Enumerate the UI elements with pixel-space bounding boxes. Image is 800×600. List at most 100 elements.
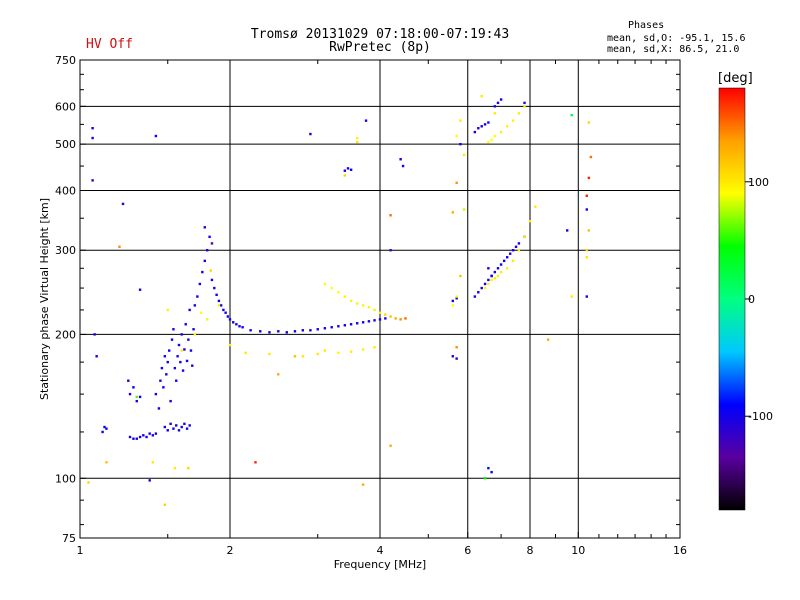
data-point-o-mode <box>226 315 230 318</box>
data-point-o-mode <box>490 470 493 474</box>
data-point-o-mode <box>473 295 477 298</box>
data-point-o-mode <box>154 134 158 138</box>
x-tick-label: 1 <box>77 544 84 557</box>
data-point-o-mode <box>132 437 135 440</box>
data-point-o-mode <box>399 158 402 161</box>
y-tick-label: 750 <box>55 54 76 67</box>
y-axis-title: Stationary phase Virtual Height [km] <box>38 198 51 400</box>
data-point-x-mode <box>493 277 497 280</box>
data-point-o-mode <box>95 355 98 358</box>
data-point-o-mode <box>172 328 175 331</box>
data-point-o-mode <box>192 328 195 331</box>
data-point-x-mode <box>254 461 257 464</box>
data-point-x-mode <box>373 346 376 349</box>
data-point-x-mode <box>487 140 490 144</box>
data-point-x-mode <box>394 317 397 320</box>
data-point-x-mode <box>480 94 483 98</box>
data-point-o-mode <box>183 422 186 426</box>
data-point-o-mode <box>483 123 487 126</box>
data-point-o-mode <box>309 132 312 136</box>
data-point-o-mode <box>585 295 588 298</box>
data-point-x-mode <box>462 208 466 211</box>
data-point-x-mode <box>293 355 297 358</box>
data-point-x-mode <box>505 125 509 128</box>
data-point-x-mode <box>355 302 359 305</box>
data-point-o-mode <box>163 355 167 358</box>
data-point-x-mode <box>355 136 359 140</box>
y-tick-label: 75 <box>62 532 76 545</box>
data-point-x-mode <box>389 315 392 318</box>
data-point-o-mode <box>151 434 155 437</box>
data-point-o-mode <box>477 126 480 130</box>
data-point-o-mode <box>135 437 138 440</box>
data-point-x-mode <box>451 304 455 307</box>
data-point-o-mode <box>181 369 185 372</box>
data-point-o-mode <box>166 429 169 432</box>
data-point-o-mode <box>316 328 319 331</box>
x-tick-label: 2 <box>227 544 234 557</box>
data-point-o-mode <box>213 286 216 290</box>
x-tick-label: 16 <box>673 544 687 557</box>
data-point-o-mode <box>277 330 280 333</box>
data-point-x-mode <box>570 113 573 117</box>
data-point-x-mode <box>585 194 588 197</box>
colorbar-label: [deg] <box>718 71 753 86</box>
data-point-x-mode <box>163 503 167 507</box>
chart-title-line1: Tromsø 20131029 07:18:00-07:19:43 <box>250 27 510 42</box>
data-point-x-mode <box>499 130 503 134</box>
data-point-x-mode <box>378 311 382 314</box>
phase-stats-title: Phases <box>628 20 665 31</box>
data-point-x-mode <box>505 267 509 270</box>
data-point-o-mode <box>238 325 241 328</box>
data-point-x-mode <box>361 483 365 486</box>
colorbar-tick-label: 0 <box>748 293 755 306</box>
data-point-o-mode <box>217 299 221 303</box>
data-point-x-mode <box>199 311 203 314</box>
y-tick-label: 100 <box>55 472 76 485</box>
data-point-x-mode <box>546 338 550 341</box>
data-point-x-mode <box>511 119 515 122</box>
data-point-x-mode <box>487 282 490 286</box>
data-point-x-mode <box>337 351 340 355</box>
data-point-x-mode <box>389 214 392 217</box>
data-point-o-mode <box>162 386 165 389</box>
data-point-o-mode <box>154 432 158 435</box>
data-point-o-mode <box>285 331 288 334</box>
x-tick-label: 10 <box>571 544 585 557</box>
data-point-x-mode <box>511 259 515 263</box>
data-point-o-mode <box>191 364 194 367</box>
data-point-o-mode <box>235 323 238 326</box>
data-point-x-mode <box>135 395 138 399</box>
data-point-o-mode <box>514 245 518 248</box>
data-point-x-mode <box>534 205 537 208</box>
data-point-o-mode <box>219 304 223 307</box>
y-tick-label: 300 <box>55 244 76 257</box>
data-point-o-mode <box>177 343 181 347</box>
data-point-o-mode <box>459 142 462 146</box>
y-axis-ticks: 75 100 200 300 400 500 600 750 <box>55 54 680 545</box>
data-points-layer <box>87 94 593 507</box>
data-point-o-mode <box>185 427 189 430</box>
data-point-o-mode <box>127 379 130 382</box>
data-point-x-mode <box>361 348 365 351</box>
data-point-x-mode <box>343 174 347 177</box>
data-point-o-mode <box>128 435 132 439</box>
data-point-x-mode <box>517 249 521 252</box>
data-point-o-mode <box>138 395 142 399</box>
data-point-o-mode <box>222 308 225 312</box>
data-point-x-mode <box>244 351 247 355</box>
data-point-o-mode <box>187 338 190 341</box>
data-point-x-mode <box>166 308 169 312</box>
data-point-x-mode <box>301 355 305 358</box>
data-point-o-mode <box>172 427 175 430</box>
data-point-o-mode <box>477 291 480 294</box>
data-point-o-mode <box>163 425 167 429</box>
data-point-x-mode <box>361 304 365 307</box>
data-point-x-mode <box>173 466 177 470</box>
data-point-o-mode <box>401 164 405 168</box>
data-point-o-mode <box>203 259 206 263</box>
data-point-o-mode <box>201 270 204 274</box>
data-point-x-mode <box>151 461 155 464</box>
data-point-o-mode <box>93 333 96 336</box>
